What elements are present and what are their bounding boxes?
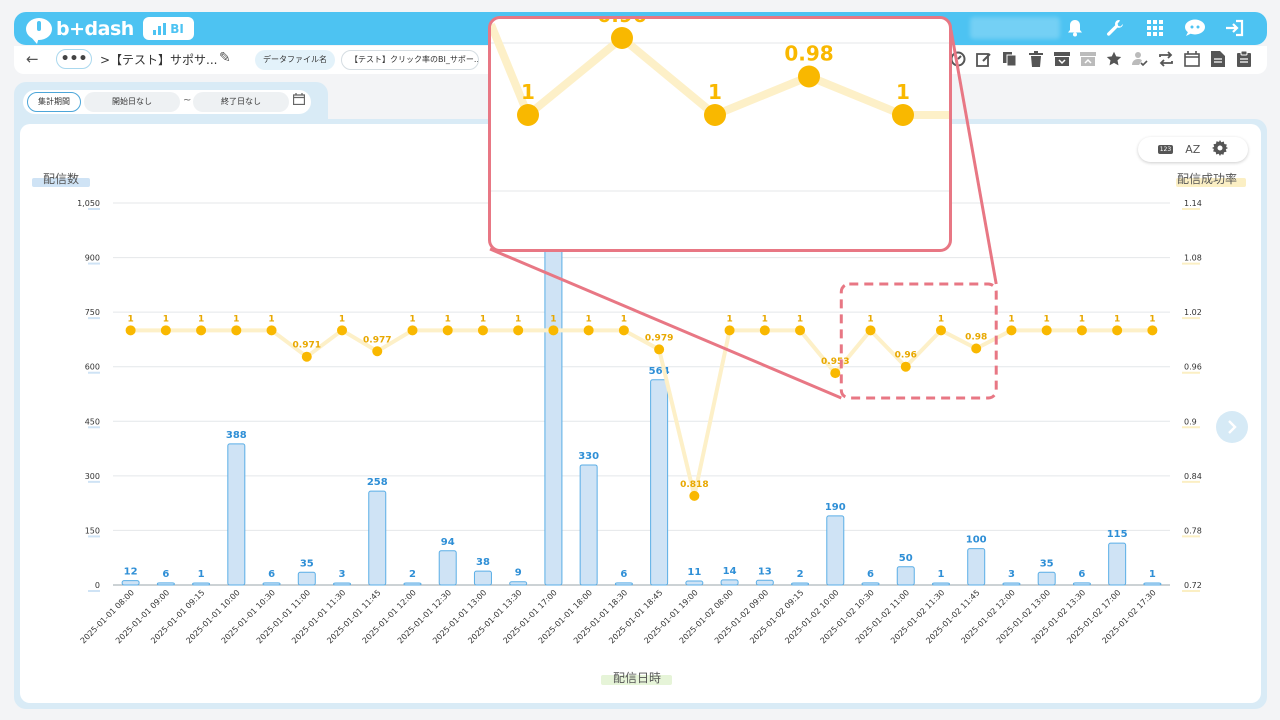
edit-note-icon[interactable] — [974, 49, 993, 69]
zoom-line-point — [798, 65, 820, 88]
logo-text: b+dash — [56, 18, 134, 40]
unarchive-icon[interactable] — [1078, 49, 1097, 69]
grid-icon[interactable] — [1143, 16, 1167, 40]
zoom-value-label: 0.96 — [597, 19, 646, 27]
zoom-line-chart: 1 0.96 1 0.98 1 — [491, 19, 949, 192]
zoom-line-point — [704, 104, 726, 126]
zoom-value-label: 0.98 — [784, 42, 833, 66]
zoom-value-label: 1 — [708, 80, 722, 104]
bar-chart-icon — [153, 22, 167, 35]
datafile-name-label: データファイル名 — [255, 50, 335, 70]
gear-icon[interactable] — [1212, 139, 1229, 160]
zoom-callout: 1 0.96 1 0.98 1 — [488, 16, 952, 252]
wrench-icon[interactable] — [1103, 16, 1127, 40]
logout-icon[interactable] — [1223, 16, 1247, 40]
chart-controls: 123 AZ — [1138, 137, 1248, 162]
breadcrumb[interactable]: >【テスト】サポサ... — [100, 53, 218, 67]
copy-icon[interactable] — [1000, 49, 1019, 69]
bell-icon[interactable] — [1063, 16, 1087, 40]
clipboard-icon[interactable] — [1234, 49, 1253, 69]
start-date-input[interactable]: 開始日なし — [84, 92, 180, 112]
datafile-name-value[interactable]: 【テスト】クリック率のBI_サポー... — [341, 50, 479, 70]
edit-title-icon[interactable]: ✎ — [219, 50, 231, 66]
period-label[interactable]: 集計期間 — [27, 92, 81, 112]
calendar-picker-icon[interactable] — [292, 93, 306, 108]
zoom-value-label: 1 — [521, 80, 535, 104]
period-filter-tab: 集計期間 開始日なし ~ 終了日なし — [14, 82, 328, 120]
calendar-icon[interactable] — [1182, 49, 1201, 69]
zoom-line-point — [892, 104, 914, 126]
archive-icon[interactable] — [1052, 49, 1071, 69]
trash-icon[interactable] — [1026, 49, 1045, 69]
star-icon[interactable] — [1104, 49, 1123, 69]
zoom-line-point — [517, 104, 539, 126]
logo-bubble-icon — [26, 18, 52, 44]
zoom-value-label: 1 — [896, 80, 910, 104]
zoom-line-point — [611, 27, 633, 49]
end-date-input[interactable]: 終了日なし — [193, 92, 289, 112]
repeat-icon[interactable] — [1156, 49, 1175, 69]
chat-support-icon[interactable] — [1183, 16, 1207, 40]
back-arrow-icon[interactable]: ← — [26, 50, 39, 68]
bi-badge-label: BI — [170, 21, 184, 36]
bdash-logo[interactable]: b+dash — [26, 16, 134, 44]
more-menu-button[interactable]: ••• — [56, 49, 92, 69]
next-chart-button[interactable] — [1216, 411, 1248, 443]
range-separator: ~ — [183, 95, 192, 106]
account-info — [970, 17, 1060, 39]
sort-az-button[interactable]: AZ — [1185, 143, 1201, 156]
bi-module-badge[interactable]: BI — [143, 17, 194, 40]
share-user-icon[interactable] — [1130, 49, 1149, 69]
document-icon[interactable] — [1208, 49, 1227, 69]
number-format-button[interactable]: 123 — [1157, 145, 1174, 154]
